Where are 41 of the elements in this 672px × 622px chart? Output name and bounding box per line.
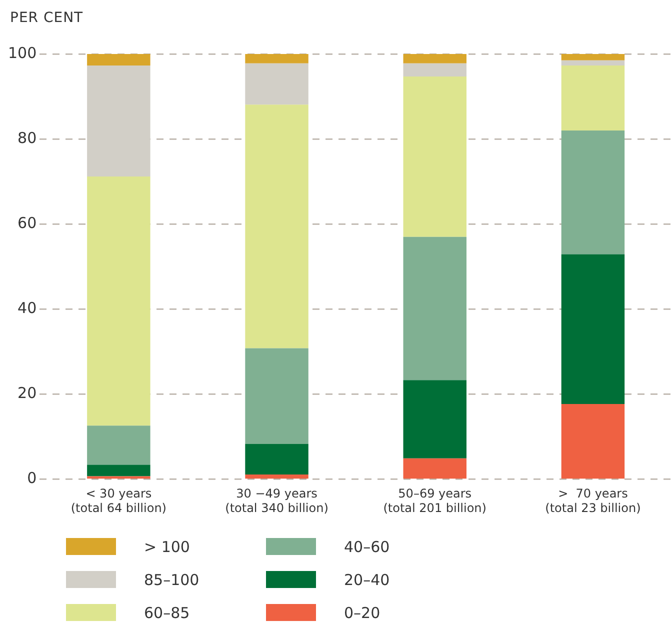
bar: [87, 65, 150, 176]
y-tick-label: 40: [18, 299, 37, 318]
bar: [87, 54, 150, 66]
legend-label: 60–85: [144, 604, 190, 622]
y-tick-label: 60: [18, 214, 37, 232]
bar: [87, 426, 150, 465]
y-tick-label: 80: [18, 128, 37, 147]
x-tick-label: 50–69 years (total 201 billion): [383, 486, 486, 515]
bar: [561, 60, 625, 66]
bar: [403, 236, 466, 380]
y-tick-label: 0: [27, 469, 37, 488]
y-tick-label: 20: [18, 384, 37, 402]
bar: [245, 54, 308, 64]
x-tick-label: 30 −49 years (total 340 billion): [225, 486, 328, 515]
bar: [87, 176, 150, 426]
y-tick-label: 100: [8, 44, 37, 62]
bar: [245, 444, 308, 475]
bar: [245, 63, 308, 105]
y-axis-title: PER CENT: [10, 10, 84, 26]
legend-label: > 100: [144, 538, 190, 556]
bar: [245, 348, 308, 444]
bar: [403, 54, 466, 64]
bar: [403, 380, 466, 458]
bar: [87, 476, 150, 479]
bar: [561, 54, 625, 60]
legend-label: 20–40: [344, 570, 390, 588]
bar: [561, 254, 625, 404]
bar: [561, 130, 625, 254]
bar: [561, 65, 625, 131]
bar: [403, 458, 466, 479]
bar: [87, 464, 150, 476]
bar: [561, 404, 625, 479]
legend-label: 40–60: [344, 538, 390, 556]
x-tick-label: > 70 years (total 23 billion): [545, 486, 641, 515]
legend-label: 0–20: [344, 604, 380, 622]
bar: [245, 104, 308, 348]
bar: [403, 76, 466, 237]
legend-label: 85–100: [144, 570, 200, 588]
x-tick-label: < 30 years (total 64 billion): [70, 486, 166, 515]
bar: [403, 63, 466, 77]
bar: [245, 474, 308, 479]
